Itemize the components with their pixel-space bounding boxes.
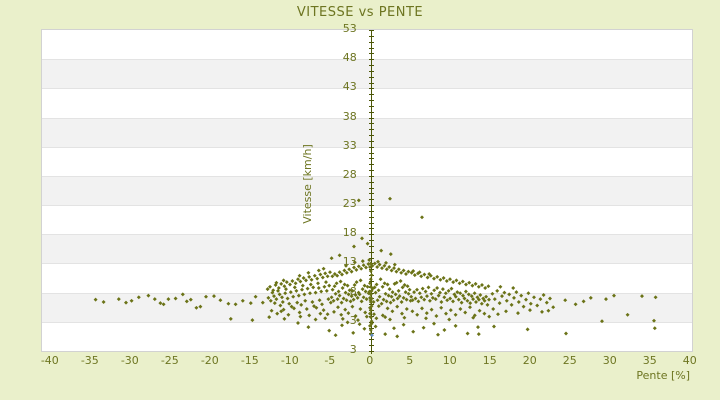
plot-area: [41, 29, 693, 354]
y-axis-minor-tick: [369, 135, 374, 137]
x-tick-label: -35: [80, 354, 99, 367]
x-tick-label: -15: [240, 354, 259, 367]
x-tick-label: 30: [602, 354, 617, 367]
y-axis-minor-tick: [369, 35, 374, 37]
y-axis-minor-tick: [369, 129, 374, 131]
gridline: [42, 175, 692, 177]
y-tick-label: 28: [342, 167, 357, 181]
y-axis-minor-tick: [369, 88, 374, 90]
y-axis-minor-tick: [369, 210, 374, 212]
y-axis-title: Vitesse [km/h]: [300, 144, 314, 224]
y-axis-minor-tick: [369, 280, 374, 282]
y-axis-minor-tick: [369, 175, 374, 177]
y-tick-label: 8: [349, 284, 357, 298]
plot-band: [42, 146, 692, 176]
y-axis-minor-tick: [369, 41, 374, 43]
x-tick-label: -20: [200, 354, 219, 367]
y-axis-minor-tick: [369, 257, 374, 259]
y-axis-minor-tick: [369, 199, 374, 201]
y-axis-minor-tick: [369, 170, 374, 172]
y-axis-minor-tick: [369, 146, 374, 148]
y-tick-label: 38: [342, 109, 357, 123]
x-tick-label: -30: [120, 354, 139, 367]
plot-band: [42, 88, 692, 118]
plot-band: [42, 117, 692, 147]
y-axis-minor-tick: [369, 30, 374, 31]
y-axis-minor-tick: [369, 94, 374, 96]
y-axis-minor-tick: [369, 234, 374, 236]
plot-band: [42, 205, 692, 235]
x-tick-label: -25: [160, 354, 179, 367]
y-axis-minor-tick: [369, 240, 374, 242]
y-axis-line: [371, 30, 372, 354]
y-axis-minor-tick: [369, 345, 374, 347]
x-tick-label: 35: [642, 354, 657, 367]
gridline: [42, 146, 692, 148]
y-axis-minor-tick: [369, 59, 374, 61]
x-tick-label: 40: [682, 354, 697, 367]
y-axis-minor-tick: [369, 105, 374, 107]
x-tick-label: 15: [482, 354, 497, 367]
y-axis-minor-tick: [369, 339, 374, 341]
y-axis-minor-tick: [369, 76, 374, 78]
gridline: [42, 88, 692, 90]
y-axis-minor-tick: [369, 216, 374, 218]
y-axis-end-label: 3: [349, 343, 357, 356]
plot-band: [42, 234, 692, 264]
y-axis-minor-tick: [369, 245, 374, 247]
x-tick-label: 20: [522, 354, 537, 367]
y-axis-minor-tick: [369, 65, 374, 67]
y-axis-minor-tick: [369, 152, 374, 154]
y-axis-minor-tick: [369, 111, 374, 113]
plot-band: [42, 30, 692, 60]
y-tick-label: 13: [342, 255, 357, 269]
chart-title: VITESSE vs PENTE: [296, 5, 424, 20]
gridline: [42, 205, 692, 207]
x-tick-label: 10: [442, 354, 457, 367]
y-tick-label: 23: [342, 197, 357, 211]
x-tick-label: 0: [366, 354, 374, 367]
scatter-points: [93, 196, 658, 339]
y-axis-minor-tick: [369, 164, 374, 166]
x-tick-label: 25: [562, 354, 577, 367]
y-axis-minor-tick: [369, 82, 374, 84]
y-tick-label: 3: [349, 313, 357, 327]
y-tick-label: 43: [342, 80, 357, 94]
y-axis-minor-tick: [369, 251, 374, 253]
y-axis-minor-tick: [369, 187, 374, 189]
y-axis-minor-tick: [369, 47, 374, 49]
y-axis-minor-tick: [369, 100, 374, 102]
y-tick-label: 33: [342, 138, 357, 152]
y-axis-minor-tick: [369, 158, 374, 160]
plot-band: [42, 175, 692, 206]
y-axis-minor-tick: [369, 53, 374, 55]
y-axis-minor-tick: [369, 117, 374, 119]
y-axis-minor-tick: [369, 123, 374, 125]
y-axis-minor-tick: [369, 70, 374, 72]
y-axis-minor-tick: [369, 181, 374, 183]
y-tick-label: 53: [342, 22, 357, 35]
gridline: [42, 117, 692, 119]
x-tick-label: 5: [406, 354, 414, 367]
gridline: [42, 321, 692, 323]
x-tick-label: -10: [280, 354, 299, 367]
gridline: [42, 234, 692, 236]
y-axis-minor-tick: [369, 351, 374, 352]
y-tick-label: 48: [342, 51, 357, 65]
y-tick-label: 18: [342, 226, 357, 240]
y-axis-minor-tick: [369, 222, 374, 224]
y-axis-minor-tick: [369, 327, 374, 329]
y-axis-minor-tick: [369, 228, 374, 230]
x-axis-title: Pente [%]: [636, 369, 690, 382]
y-axis-minor-tick: [369, 205, 374, 207]
plot-band: [42, 59, 692, 89]
y-axis-minor-tick: [369, 193, 374, 195]
y-axis-minor-tick: [369, 140, 374, 142]
x-tick-label: -40: [40, 354, 59, 367]
x-tick-label: -5: [324, 354, 336, 367]
gridline: [42, 59, 692, 61]
